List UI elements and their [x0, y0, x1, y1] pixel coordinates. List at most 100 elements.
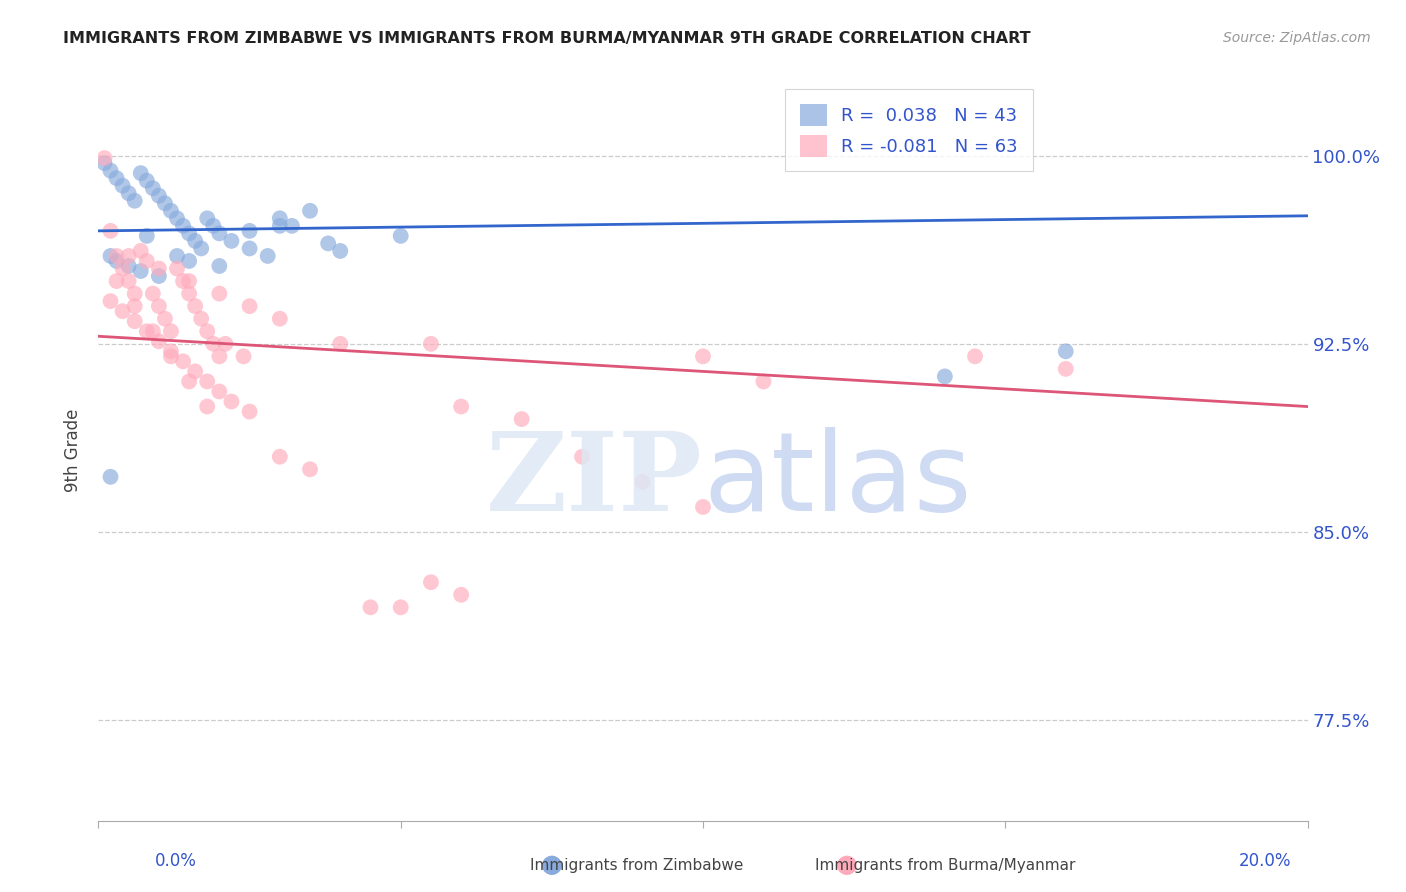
Point — [281, 219, 304, 233]
Point — [179, 227, 201, 241]
Point — [1054, 344, 1077, 359]
Text: IMMIGRANTS FROM ZIMBABWE VS IMMIGRANTS FROM BURMA/MYANMAR 9TH GRADE CORRELATION : IMMIGRANTS FROM ZIMBABWE VS IMMIGRANTS F… — [63, 31, 1031, 46]
Point — [631, 475, 654, 489]
Point — [420, 336, 443, 351]
Point — [360, 600, 382, 615]
Point — [148, 299, 170, 313]
Point — [160, 344, 183, 359]
Point — [153, 196, 176, 211]
Point — [195, 211, 218, 226]
Point — [214, 336, 236, 351]
Point — [100, 294, 122, 309]
Point — [166, 211, 188, 226]
Point — [172, 354, 194, 368]
Point — [160, 203, 183, 218]
Point — [692, 500, 714, 514]
Text: 20.0%: 20.0% — [1239, 852, 1292, 870]
Point — [208, 286, 231, 301]
Point — [202, 219, 225, 233]
Point — [142, 286, 165, 301]
Point — [752, 375, 775, 389]
Point — [160, 349, 183, 363]
Point — [100, 249, 122, 263]
Point — [100, 470, 122, 484]
Point — [329, 244, 352, 258]
Point — [105, 274, 128, 288]
Point — [239, 242, 262, 256]
Point — [93, 151, 115, 165]
Point — [420, 575, 443, 590]
Point — [118, 259, 141, 273]
Point — [129, 244, 152, 258]
Point — [93, 156, 115, 170]
Point — [239, 404, 262, 418]
Text: Immigrants from Zimbabwe: Immigrants from Zimbabwe — [530, 858, 742, 872]
Point — [166, 261, 188, 276]
Point — [172, 274, 194, 288]
Point — [148, 268, 170, 283]
Text: Immigrants from Burma/Myanmar: Immigrants from Burma/Myanmar — [815, 858, 1076, 872]
Point — [239, 299, 262, 313]
Point — [105, 254, 128, 268]
Text: atlas: atlas — [703, 426, 972, 533]
Point — [208, 384, 231, 399]
Point — [124, 194, 146, 208]
Point — [195, 400, 218, 414]
Point — [135, 228, 157, 243]
Point — [692, 349, 714, 363]
Point — [232, 349, 254, 363]
Point — [179, 274, 201, 288]
Point — [124, 286, 146, 301]
Text: ⬤: ⬤ — [541, 855, 562, 875]
Point — [153, 311, 176, 326]
Point — [111, 178, 134, 193]
Point — [190, 242, 212, 256]
Point — [100, 163, 122, 178]
Point — [111, 304, 134, 318]
Text: ⬤: ⬤ — [837, 855, 858, 875]
Text: ZIP: ZIP — [486, 426, 703, 533]
Point — [269, 311, 291, 326]
Point — [142, 324, 165, 338]
Point — [450, 588, 472, 602]
Point — [135, 174, 157, 188]
Point — [148, 261, 170, 276]
Point — [269, 450, 291, 464]
Point — [142, 181, 165, 195]
Text: Source: ZipAtlas.com: Source: ZipAtlas.com — [1223, 31, 1371, 45]
Point — [118, 274, 141, 288]
Point — [1054, 362, 1077, 376]
Text: 0.0%: 0.0% — [155, 852, 197, 870]
Point — [184, 299, 207, 313]
Point — [510, 412, 533, 426]
Point — [269, 219, 291, 233]
Point — [160, 324, 183, 338]
Point — [208, 349, 231, 363]
Point — [934, 369, 956, 384]
Point — [389, 600, 412, 615]
Point — [316, 236, 339, 251]
Legend: R =  0.038   N = 43, R = -0.081   N = 63: R = 0.038 N = 43, R = -0.081 N = 63 — [786, 89, 1032, 171]
Point — [184, 364, 207, 378]
Point — [208, 259, 231, 273]
Point — [105, 171, 128, 186]
Point — [221, 234, 243, 248]
Point — [571, 450, 593, 464]
Point — [256, 249, 278, 263]
Point — [450, 400, 472, 414]
Point — [208, 227, 231, 241]
Point — [148, 334, 170, 349]
Point — [269, 211, 291, 226]
Point — [166, 249, 188, 263]
Point — [111, 261, 134, 276]
Point — [179, 286, 201, 301]
Point — [118, 249, 141, 263]
Point — [190, 311, 212, 326]
Point — [135, 254, 157, 268]
Point — [299, 203, 322, 218]
Point — [195, 375, 218, 389]
Point — [100, 224, 122, 238]
Point — [118, 186, 141, 201]
Point — [129, 166, 152, 180]
Point — [329, 336, 352, 351]
